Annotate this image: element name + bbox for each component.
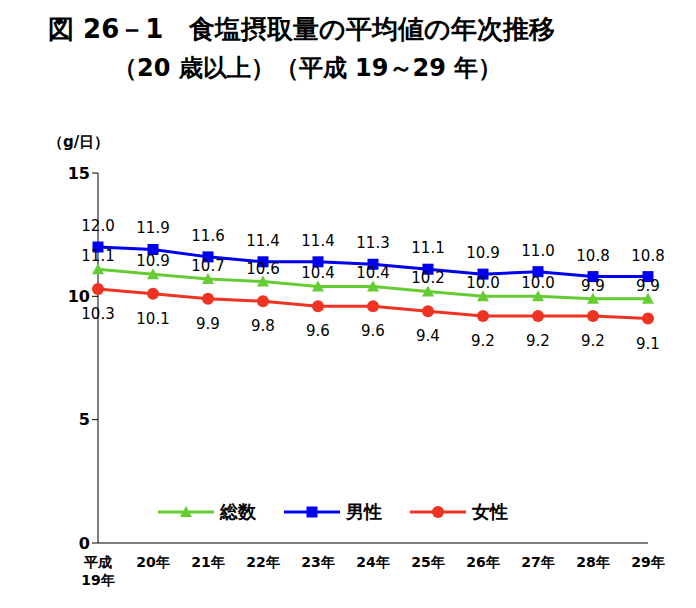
svg-text:21年: 21年 [191, 554, 224, 570]
svg-text:10.4: 10.4 [301, 264, 334, 282]
svg-text:11.3: 11.3 [356, 234, 389, 252]
svg-text:12.0: 12.0 [81, 217, 114, 235]
svg-text:10.3: 10.3 [81, 305, 114, 323]
svg-text:11.0: 11.0 [521, 242, 554, 260]
svg-text:10.9: 10.9 [136, 252, 169, 270]
svg-text:10.0: 10.0 [521, 274, 554, 292]
svg-text:11.4: 11.4 [301, 232, 334, 250]
svg-text:9.9: 9.9 [581, 277, 605, 295]
svg-text:9.2: 9.2 [526, 332, 550, 350]
svg-text:9.9: 9.9 [636, 277, 660, 295]
svg-text:10.7: 10.7 [191, 257, 224, 275]
svg-text:20年: 20年 [136, 554, 169, 570]
svg-text:平成19年: 平成19年 [81, 554, 114, 588]
svg-text:10.1: 10.1 [136, 310, 169, 328]
svg-text:11.9: 11.9 [136, 219, 169, 237]
svg-text:9.6: 9.6 [361, 322, 385, 340]
svg-text:15: 15 [68, 164, 90, 183]
svg-text:11.1: 11.1 [411, 239, 444, 257]
html-text:（g/日）: （g/日） [48, 133, 110, 151]
svg-text:11.4: 11.4 [246, 232, 279, 250]
svg-text:10.4: 10.4 [356, 264, 389, 282]
svg-text:9.1: 9.1 [636, 335, 660, 353]
svg-text:10.9: 10.9 [466, 244, 499, 262]
html-text:（20 歳以上）（平成 19～29 年）: （20 歳以上）（平成 19～29 年） [113, 54, 503, 82]
svg-text:11.6: 11.6 [191, 227, 224, 245]
svg-text:9.2: 9.2 [471, 332, 495, 350]
svg-text:9.8: 9.8 [251, 317, 275, 335]
svg-text:10: 10 [68, 287, 90, 306]
svg-text:9.6: 9.6 [306, 322, 330, 340]
svg-text:9.9: 9.9 [196, 315, 220, 333]
svg-text:10.8: 10.8 [576, 247, 609, 265]
svg-text:25年: 25年 [411, 554, 444, 570]
svg-text:9.4: 9.4 [416, 327, 440, 345]
svg-text:22年: 22年 [246, 554, 279, 570]
svg-text:11.1: 11.1 [81, 247, 114, 265]
svg-text:10.6: 10.6 [246, 260, 279, 278]
svg-text:29年: 29年 [631, 554, 664, 570]
svg-text:23年: 23年 [301, 554, 334, 570]
html-text:女性: 女性 [472, 501, 508, 522]
svg-text:10.2: 10.2 [411, 269, 444, 287]
svg-text:9.2: 9.2 [581, 332, 605, 350]
svg-text:10.0: 10.0 [466, 274, 499, 292]
svg-text:27年: 27年 [521, 554, 554, 570]
html-text:男性: 男性 [346, 501, 382, 522]
svg-text:10.8: 10.8 [631, 247, 664, 265]
svg-text:26年: 26年 [466, 554, 499, 570]
html-text:図 26－1 食塩摂取量の平均値の年次推移: 図 26－1 食塩摂取量の平均値の年次推移 [48, 14, 556, 44]
svg-text:0: 0 [79, 534, 90, 553]
svg-text:5: 5 [79, 410, 90, 429]
html-text:総数: 総数 [220, 501, 256, 522]
svg-text:24年: 24年 [356, 554, 389, 570]
svg-text:28年: 28年 [576, 554, 609, 570]
